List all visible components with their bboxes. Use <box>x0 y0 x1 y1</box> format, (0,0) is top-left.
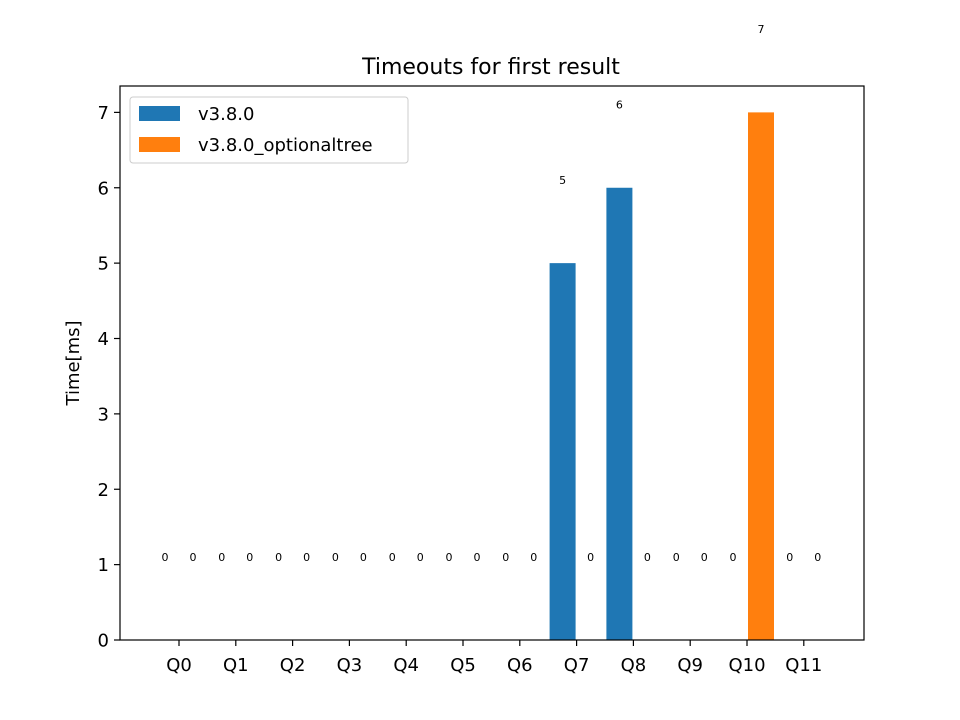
data-label-1-Q11: 0 <box>814 551 821 564</box>
data-label-0-Q7: 5 <box>559 174 566 187</box>
x-tick-label: Q9 <box>677 655 703 676</box>
bars-layer <box>549 112 774 640</box>
plot-frame <box>119 85 865 641</box>
x-tick-label: Q6 <box>507 655 533 676</box>
legend: v3.8.0 v3.8.0_optionaltree <box>129 96 409 164</box>
data-label-0-Q4: 0 <box>389 551 396 564</box>
data-label-0-Q9: 0 <box>673 551 680 564</box>
y-tick-label: 1 <box>98 555 109 576</box>
data-label-1-Q1: 0 <box>246 551 253 564</box>
x-axis: Q0 Q1 Q2 Q3 Q4 Q5 Q6 Q7 Q8 Q9 Q10 Q11 <box>166 640 822 676</box>
data-label-0-Q6: 0 <box>502 551 509 564</box>
y-axis-label: Time[ms] <box>63 320 84 406</box>
data-label-1-Q10: 7 <box>758 23 765 36</box>
y-tick-label: 4 <box>98 329 109 350</box>
bar-0-Q7 <box>549 263 576 640</box>
legend-label-1: v3.8.0_optionaltree <box>198 135 373 156</box>
data-label-0-Q5: 0 <box>446 551 453 564</box>
x-tick-label: Q7 <box>564 655 590 676</box>
data-label-0-Q3: 0 <box>332 551 339 564</box>
data-label-0-Q1: 0 <box>218 551 225 564</box>
data-label-1-Q3: 0 <box>360 551 367 564</box>
legend-frame <box>129 96 409 164</box>
y-tick-label: 5 <box>98 254 109 275</box>
data-label-1-Q7: 0 <box>587 551 594 564</box>
data-label-1-Q8: 0 <box>644 551 651 564</box>
y-tick-label: 7 <box>98 103 109 124</box>
data-label-1-Q9: 0 <box>701 551 708 564</box>
y-tick-label: 3 <box>98 404 109 425</box>
data-labels-layer: 0 0 0 0 0 0 0 5 6 0 0 0 0 0 0 0 0 0 0 0 0 0 7 0 <box>162 23 822 564</box>
legend-label-0: v3.8.0 <box>198 104 254 125</box>
x-tick-label: Q11 <box>785 655 822 676</box>
x-tick-label: Q3 <box>337 655 363 676</box>
data-label-0-Q0: 0 <box>162 551 169 564</box>
data-label-1-Q2: 0 <box>303 551 310 564</box>
data-label-1-Q6: 0 <box>530 551 537 564</box>
data-label-0-Q8: 6 <box>616 99 623 112</box>
y-tick-label: 2 <box>98 480 109 501</box>
x-tick-label: Q4 <box>393 655 419 676</box>
x-tick-label: Q2 <box>280 655 306 676</box>
x-tick-label: Q0 <box>166 655 192 676</box>
x-tick-label: Q1 <box>223 655 249 676</box>
x-tick-label: Q8 <box>621 655 647 676</box>
chart-title: Timeouts for first result <box>361 55 620 80</box>
bar-0-Q8 <box>606 187 633 640</box>
y-tick-label: 6 <box>98 178 109 199</box>
data-label-1-Q4: 0 <box>417 551 424 564</box>
x-tick-label: Q10 <box>728 655 765 676</box>
data-label-0-Q2: 0 <box>275 551 282 564</box>
y-axis: 0 1 2 3 4 5 6 7 <box>98 103 120 652</box>
data-label-0-Q11: 0 <box>786 551 793 564</box>
y-tick-label: 0 <box>98 631 109 652</box>
bar-1-Q10 <box>748 112 774 640</box>
data-label-1-Q5: 0 <box>474 551 481 564</box>
x-tick-label: Q5 <box>450 655 476 676</box>
legend-swatch-0 <box>139 106 180 121</box>
data-label-1-Q0: 0 <box>190 551 197 564</box>
data-label-0-Q10: 0 <box>730 551 737 564</box>
legend-swatch-1 <box>139 137 180 152</box>
